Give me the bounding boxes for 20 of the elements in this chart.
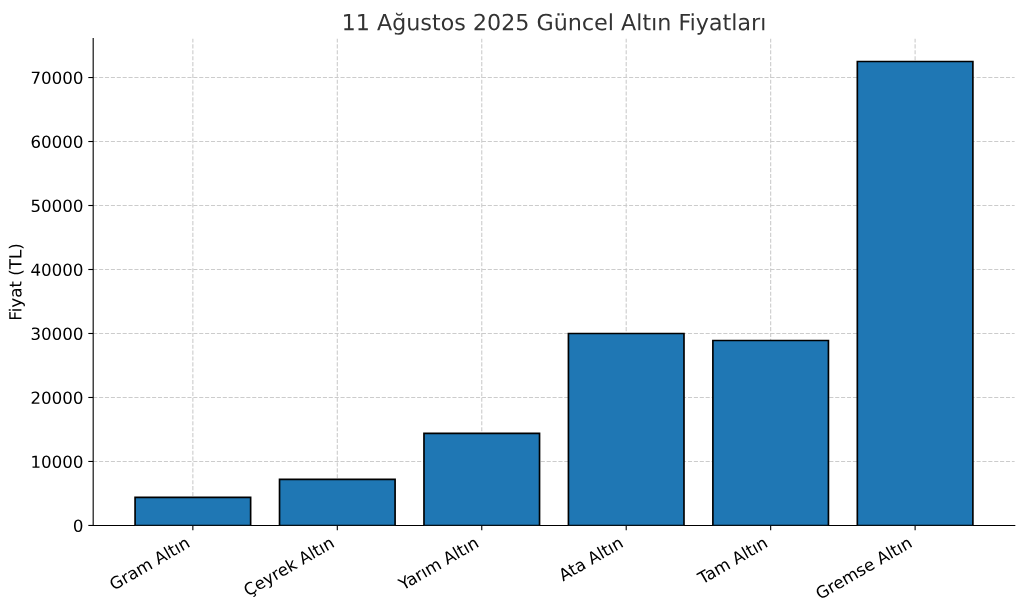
bar <box>134 496 252 526</box>
y-axis-title: Fiyat (TL) <box>8 244 25 320</box>
y-tick-label: 20000 <box>31 391 83 405</box>
y-tick-label: 50000 <box>31 199 83 213</box>
x-tick-label: Ata Altın <box>556 535 624 582</box>
x-tick-label: Yarım Altın <box>396 535 479 591</box>
bar <box>567 332 685 526</box>
y-tick-label: 0 <box>73 519 83 533</box>
x-tick-label: Gram Altın <box>108 535 191 591</box>
y-tick-label: 30000 <box>31 327 83 341</box>
x-tick-label: Tam Altın <box>695 535 768 585</box>
bar <box>856 60 974 526</box>
y-tick-label: 40000 <box>31 263 83 277</box>
bar <box>712 339 830 526</box>
chart-title: 11 Ağustos 2025 Güncel Altın Fiyatları <box>344 12 765 35</box>
y-tick-label: 60000 <box>31 135 83 149</box>
bar <box>423 432 541 526</box>
y-tick-label: 10000 <box>32 455 83 469</box>
bar <box>278 478 396 526</box>
y-tick-label: 70000 <box>31 71 83 85</box>
